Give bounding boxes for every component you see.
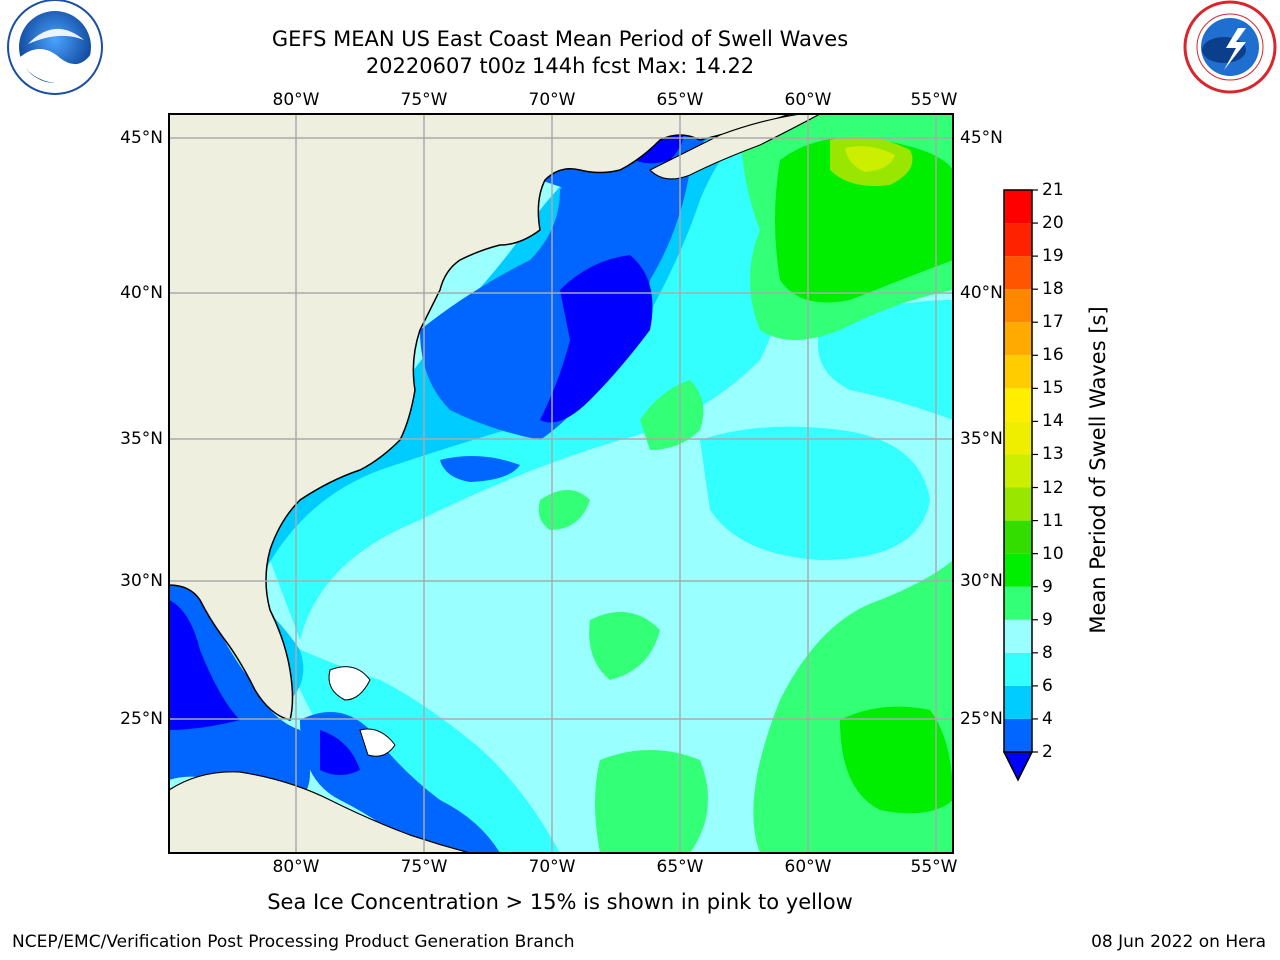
colorbar-tick-label: 9 — [1042, 609, 1053, 630]
colorbar-tick-label: 11 — [1042, 510, 1064, 531]
swell-band-13-14 — [845, 146, 895, 172]
colorbar-tick-label: 16 — [1042, 345, 1064, 366]
colorbar-tick-label: 19 — [1042, 246, 1064, 267]
swell-band-9-10 — [640, 380, 704, 450]
colorbar-extension — [1002, 751, 1034, 782]
lon-label-top: 65°W — [656, 90, 704, 110]
land-north-america — [169, 114, 791, 721]
lon-label-top: 70°W — [528, 90, 576, 110]
lon-label-bottom: 60°W — [784, 857, 832, 877]
lat-label-right: 30°N — [960, 571, 1003, 591]
chart-subtitle: 20220607 t00z 144h fcst Max: 14.22 — [365, 54, 755, 78]
colorbar-segment — [1004, 652, 1032, 686]
swell-band-6-8 — [818, 300, 953, 420]
colorbar-segment — [1004, 223, 1032, 257]
colorbar-tick-label: 4 — [1042, 708, 1053, 729]
colorbar-segment — [1004, 454, 1032, 488]
swell-band-10-11 — [840, 706, 953, 814]
swell-band-9-10 — [595, 750, 708, 853]
colorbar-tick-label: 17 — [1042, 312, 1064, 333]
colorbar-tick-label: 21 — [1042, 180, 1064, 200]
land-bahamas — [359, 728, 396, 757]
lon-label-bottom: 75°W — [400, 857, 448, 877]
colorbar-tick-label: 8 — [1042, 642, 1053, 663]
colorbar-segment — [1004, 289, 1032, 323]
swell-band-9-10 — [589, 612, 660, 680]
colorbar-segment — [1004, 619, 1032, 653]
colorbar-outline — [1003, 189, 1033, 753]
map-panel — [169, 114, 953, 853]
lon-label-top: 55°W — [910, 90, 958, 110]
credit-line: NCEP/EMC/Verification Post Processing Pr… — [12, 932, 575, 952]
lon-label-bottom: 80°W — [272, 857, 320, 877]
colorbar-segment — [1004, 421, 1032, 455]
lat-label-right: 40°N — [960, 283, 1003, 303]
swell-band-below-2 — [320, 730, 360, 775]
colorbar-label: Mean Period of Swell Waves [s] — [1086, 306, 1110, 634]
lon-label-bottom: 55°W — [910, 857, 958, 877]
colorbar-segment — [1004, 520, 1032, 554]
chart-title: GEFS MEAN US East Coast Mean Period of S… — [271, 27, 849, 51]
colorbar-segment — [1004, 718, 1032, 752]
lat-label-left: 25°N — [120, 709, 163, 729]
swell-band-below-2 — [540, 255, 653, 423]
colorbar-segment — [1004, 355, 1032, 389]
gridlines — [169, 114, 953, 853]
lat-label-left: 45°N — [120, 128, 163, 148]
colorbar-tick-label: 14 — [1042, 411, 1064, 432]
colorbar-tick-label: 9 — [1042, 576, 1053, 597]
colorbar-tick-label: 12 — [1042, 477, 1064, 498]
lat-label-left: 35°N — [120, 429, 163, 449]
swell-band-below-2 — [169, 600, 240, 730]
colorbar-tick-label: 2 — [1042, 742, 1053, 762]
colorbar-segment — [1004, 322, 1032, 356]
colorbar-tick-label: 18 — [1042, 279, 1064, 300]
lat-label-right: 25°N — [960, 709, 1003, 729]
lat-label-left: 40°N — [120, 283, 163, 303]
sea-ice-note: Sea Ice Concentration > 15% is shown in … — [267, 890, 853, 914]
colorbar-segment — [1004, 190, 1032, 224]
swell-band-2-4 — [300, 712, 500, 853]
lon-label-top: 80°W — [272, 90, 320, 110]
datestamp: 08 Jun 2022 on Hera — [1091, 932, 1266, 952]
noaa-logo — [7, 0, 103, 95]
lon-label-bottom: 70°W — [528, 857, 576, 877]
colorbar-tick-label: 20 — [1042, 213, 1064, 234]
colorbar-segment — [1004, 388, 1032, 422]
colorbar-segment — [1004, 685, 1032, 719]
colorbar-segment — [1004, 487, 1032, 521]
swell-band-6-8 — [700, 426, 930, 560]
lat-label-right: 45°N — [960, 128, 1003, 148]
colorbar-tick-label: 6 — [1042, 675, 1053, 696]
colorbar-tick-label: 15 — [1042, 378, 1064, 399]
lon-label-bottom: 65°W — [656, 857, 704, 877]
colorbar — [1002, 189, 1038, 782]
lat-label-left: 30°N — [120, 571, 163, 591]
swell-band-2-4 — [169, 580, 310, 800]
lon-label-top: 75°W — [400, 90, 448, 110]
map-frame — [168, 113, 954, 854]
swell-band-10-11 — [775, 137, 953, 303]
lat-label-right: 35°N — [960, 429, 1003, 449]
colorbar-tick-label: 10 — [1042, 543, 1064, 564]
swell-band-2-4 — [440, 456, 520, 482]
colorbar-segment — [1004, 553, 1032, 587]
colorbar-segment — [1004, 586, 1032, 620]
colorbar-tick-label: 13 — [1042, 444, 1064, 465]
land-bahamas — [328, 666, 371, 701]
land-cuba — [169, 771, 471, 853]
lon-label-top: 60°W — [784, 90, 832, 110]
colorbar-segment — [1004, 256, 1032, 290]
nws-logo — [1183, 0, 1277, 94]
